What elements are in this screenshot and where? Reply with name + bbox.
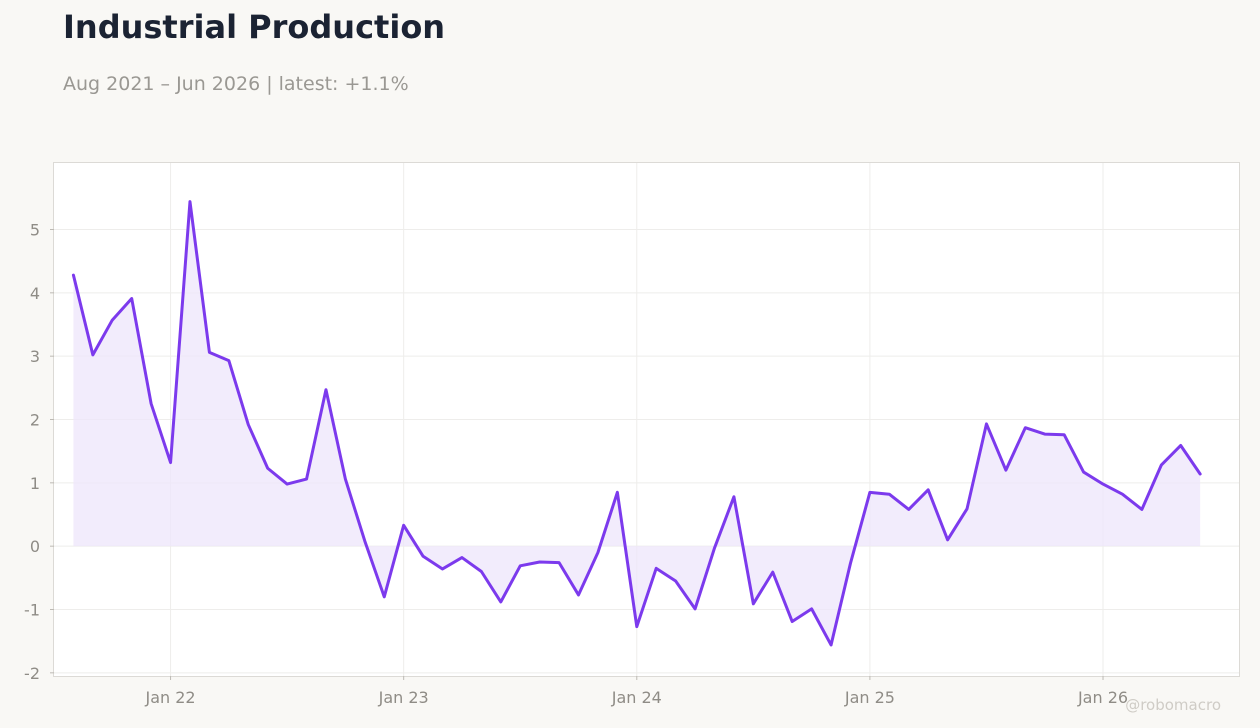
data-point: [830, 643, 833, 646]
data-point: [324, 388, 327, 391]
data-point: [150, 402, 153, 405]
data-point: [91, 353, 94, 356]
x-tick-label: Jan 25: [844, 688, 895, 707]
data-point: [72, 274, 75, 277]
data-point: [441, 567, 444, 570]
data-point: [1024, 426, 1027, 429]
data-point: [111, 319, 114, 322]
y-tick-label: 1: [30, 474, 40, 493]
y-tick-label: 0: [30, 537, 40, 556]
data-point: [286, 483, 289, 486]
data-point: [1160, 464, 1163, 467]
data-point: [499, 600, 502, 603]
data-point: [635, 625, 638, 628]
x-axis: Jan 22 Jan 23 Jan 24 Jan 25 Jan 26: [145, 676, 1128, 707]
data-point: [985, 422, 988, 425]
data-point: [247, 423, 250, 426]
data-point: [480, 570, 483, 573]
x-tick-label: Jan 26: [1077, 688, 1128, 707]
watermark: @robomacro: [1125, 696, 1221, 714]
data-point: [363, 540, 366, 543]
data-point: [596, 551, 599, 554]
data-point: [791, 620, 794, 623]
data-point: [558, 561, 561, 564]
series-line: [71, 200, 1202, 647]
data-point: [907, 508, 910, 511]
data-point: [966, 507, 969, 510]
y-tick-label: -2: [24, 664, 40, 683]
data-point: [1102, 483, 1105, 486]
x-tick-label: Jan 23: [378, 688, 429, 707]
data-point: [849, 562, 852, 565]
data-point: [402, 524, 405, 527]
data-point: [188, 200, 191, 203]
data-point: [577, 593, 580, 596]
data-point: [1082, 471, 1085, 474]
y-tick-label: 4: [30, 284, 40, 303]
data-point: [888, 493, 891, 496]
data-point: [422, 555, 425, 558]
y-axis: -2 -1 0 1 2 3 4 5: [24, 221, 54, 683]
data-point: [1140, 508, 1143, 511]
data-point: [538, 561, 541, 564]
data-point: [616, 491, 619, 494]
data-point: [383, 595, 386, 598]
data-point: [1179, 444, 1182, 447]
data-point: [868, 491, 871, 494]
data-point: [1121, 493, 1124, 496]
data-point: [130, 297, 133, 300]
data-point: [694, 607, 697, 610]
data-point: [655, 567, 658, 570]
series-path: [71, 200, 1202, 647]
data-point: [810, 607, 813, 610]
data-point: [1043, 433, 1046, 436]
data-point: [227, 359, 230, 362]
data-point: [771, 571, 774, 574]
data-point: [946, 538, 949, 541]
data-point: [519, 564, 522, 567]
y-tick-label: 3: [30, 347, 40, 366]
data-point: [266, 467, 269, 470]
data-point: [169, 461, 172, 464]
data-point: [1063, 433, 1066, 436]
data-point: [927, 488, 930, 491]
chart-title: Industrial Production: [63, 8, 446, 46]
y-tick-label: -1: [24, 601, 40, 620]
area-fill: [73, 201, 1201, 645]
data-point: [1199, 472, 1202, 475]
data-point: [305, 478, 308, 481]
area-path: [73, 201, 1201, 645]
chart-subtitle: Aug 2021 – Jun 2026 | latest: +1.1%: [63, 73, 409, 95]
y-tick-label: 5: [30, 221, 40, 240]
data-point: [752, 602, 755, 605]
data-point: [713, 547, 716, 550]
y-tick-label: 2: [30, 411, 40, 430]
data-point: [732, 495, 735, 498]
data-point: [460, 556, 463, 559]
data-point: [208, 351, 211, 354]
data-point: [1004, 469, 1007, 472]
x-tick-label: Jan 24: [611, 688, 662, 707]
x-tick-label: Jan 22: [145, 688, 196, 707]
data-point: [344, 478, 347, 481]
data-point: [674, 580, 677, 583]
